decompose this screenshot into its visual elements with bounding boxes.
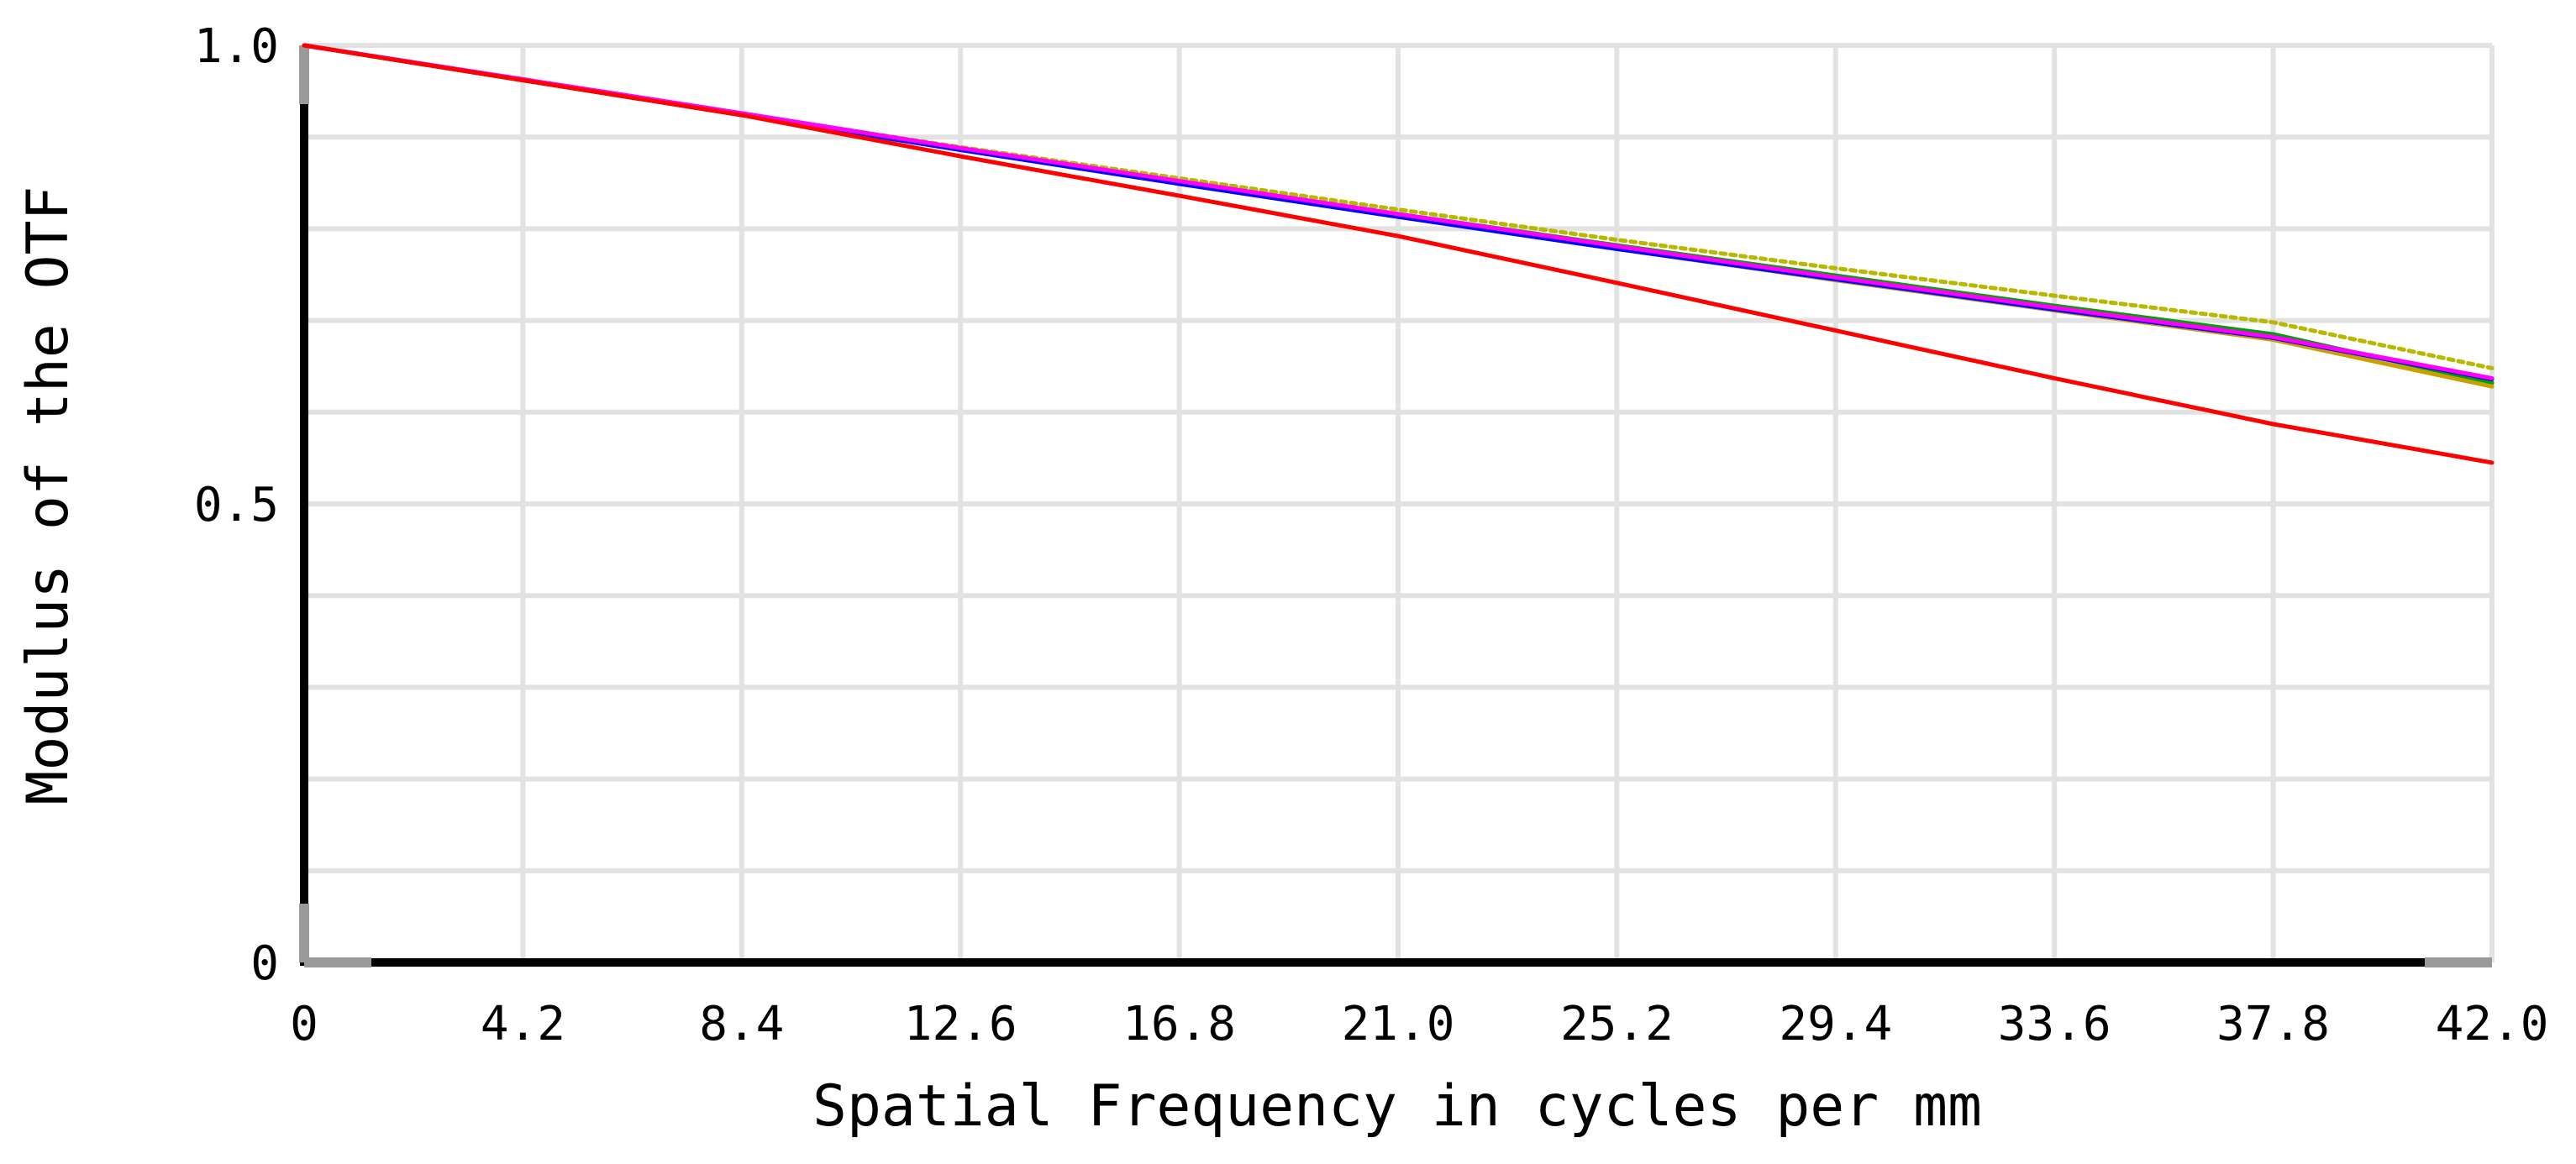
x-tick-label: 8.4 — [699, 997, 784, 1051]
axes — [299, 45, 2492, 967]
x-tick-label: 37.8 — [2216, 997, 2330, 1051]
x-tick-label: 4.2 — [481, 997, 565, 1051]
x-axis-title: Spatial Frequency in cycles per mm — [812, 1073, 1982, 1140]
series-line — [302, 43, 2495, 465]
x-tick-label: 16.8 — [1122, 997, 1236, 1051]
x-tick-label: 42.0 — [2436, 997, 2549, 1051]
y-tick-label: 0.5 — [194, 478, 279, 532]
data-series — [302, 43, 2495, 465]
x-tick-labels: 0 4.2 8.4 12.6 16.8 21.0 25.2 29.4 33.6 37.8 42.0 — [290, 997, 2548, 1051]
x-tick-label: 0 — [290, 997, 318, 1051]
y-axis-title: Modulus of the OTF — [15, 186, 81, 805]
x-tick-label: 12.6 — [904, 997, 1017, 1051]
y-tick-label: 1.0 — [194, 19, 279, 74]
y-tick-labels: 0 0.5 1.0 — [194, 19, 279, 991]
x-tick-label: 29.4 — [1779, 997, 1892, 1051]
x-tick-label: 33.6 — [1998, 997, 2111, 1051]
y-tick-label: 0 — [250, 936, 279, 991]
x-tick-label: 21.0 — [1342, 997, 1455, 1051]
x-tick-label: 25.2 — [1560, 997, 1674, 1051]
